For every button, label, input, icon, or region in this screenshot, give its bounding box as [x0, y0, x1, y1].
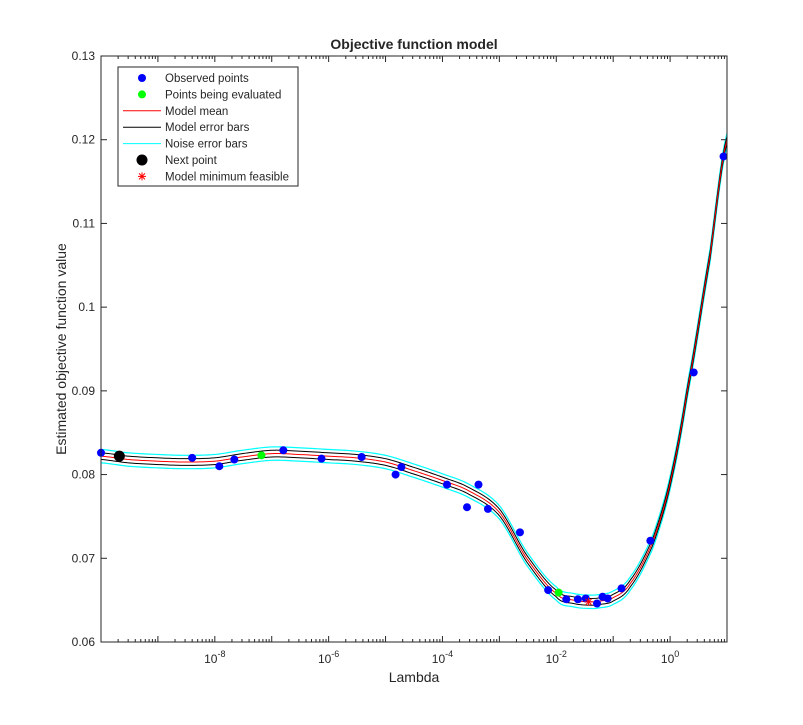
observed-point — [397, 463, 406, 472]
legend-label: Model mean — [165, 106, 228, 118]
observed-point — [573, 595, 582, 604]
y-tick-label: 0.13 — [72, 49, 96, 63]
observed-point — [515, 528, 524, 537]
observed-point — [617, 584, 626, 593]
points-layer — [97, 152, 728, 608]
legend-item: Noise error bars — [123, 139, 248, 151]
observed-point — [391, 470, 400, 479]
x-tick-label: 10-2 — [546, 649, 567, 666]
observed-point — [593, 599, 602, 608]
x-tick-exponent: -2 — [559, 649, 567, 659]
legend-item: Next point — [136, 154, 218, 167]
legend-item: Model error bars — [123, 122, 250, 134]
legend-label: Model minimum feasible — [165, 171, 289, 183]
legend-dot-icon — [136, 154, 148, 166]
observed-point — [483, 504, 492, 513]
y-tick-label: 0.07 — [72, 551, 96, 565]
evaluating-point — [554, 588, 563, 597]
legend-label: Noise error bars — [165, 139, 248, 151]
chart-title: Objective function model — [330, 36, 497, 52]
observed-point — [603, 594, 612, 603]
y-tick-label: 0.1 — [78, 300, 95, 314]
x-tick-exponent: -4 — [445, 649, 453, 659]
x-tick-label: 10-8 — [204, 649, 225, 666]
observed-point — [230, 455, 239, 464]
next-point-marker — [113, 450, 125, 462]
legend-item: Model mean — [123, 106, 228, 118]
noise-error-lower — [100, 146, 728, 610]
legend-star-icon — [138, 172, 146, 181]
legend-dot-icon — [138, 74, 146, 82]
model-error-lower — [100, 142, 728, 606]
legend-items: Observed points Points being evaluated Mod… — [123, 73, 289, 183]
observed-point — [544, 586, 553, 595]
legend-dot-icon — [138, 90, 146, 99]
x-tick-base: 10 — [546, 652, 560, 666]
y-tick-label: 0.11 — [73, 216, 96, 230]
x-tick-label: 100 — [661, 649, 679, 666]
observed-point — [317, 454, 326, 463]
observed-point — [474, 480, 483, 489]
x-tick-base: 10 — [318, 652, 332, 666]
legend: Observed points Points being evaluated Mod… — [117, 66, 299, 187]
observed-point — [463, 503, 472, 512]
observed-point — [719, 152, 728, 161]
x-tick-base: 10 — [204, 652, 218, 666]
model-minimum-marker — [584, 597, 593, 606]
legend-label: Next point — [165, 155, 218, 167]
x-tick-base: 10 — [661, 652, 675, 666]
legend-label: Model error bars — [165, 122, 250, 134]
x-tick-label: 10-4 — [432, 649, 453, 666]
legend-item: Observed points — [138, 73, 249, 85]
y-tick-label: 0.06 — [72, 635, 96, 649]
observed-point — [279, 446, 288, 455]
axes-frame — [100, 55, 728, 643]
observed-point — [188, 453, 197, 462]
y-axis-ticks: 0.06 0.07 0.08 0.09 0.1 0.11 0.12 0.13 — [72, 49, 727, 649]
y-axis-label: Estimated objective function value — [53, 243, 69, 455]
observed-point — [442, 480, 451, 489]
x-axis-ticks: 10-8 10-6 10-4 10-2 100 — [100, 56, 728, 666]
legend-item: Model minimum feasible — [138, 171, 289, 183]
observed-point — [689, 368, 698, 377]
x-tick-exponent: -6 — [331, 649, 339, 659]
evaluating-point — [257, 451, 266, 460]
x-tick-exponent: -8 — [217, 649, 225, 659]
y-tick-label: 0.08 — [72, 468, 96, 482]
observed-point — [562, 595, 571, 604]
x-tick-base: 10 — [432, 652, 446, 666]
y-tick-label: 0.12 — [72, 133, 96, 147]
legend-label: Points being evaluated — [165, 89, 281, 101]
observed-point — [357, 452, 366, 461]
x-tick-label: 10-6 — [318, 649, 339, 666]
observed-point — [215, 462, 224, 471]
legend-box — [117, 66, 299, 187]
star-stroke — [138, 173, 146, 180]
x-tick-exponent: 0 — [674, 649, 679, 659]
legend-item: Points being evaluated — [138, 89, 281, 101]
legend-label: Observed points — [165, 73, 249, 85]
star-stroke — [585, 598, 592, 606]
x-axis-label: Lambda — [389, 669, 440, 685]
observed-point — [646, 536, 655, 545]
y-tick-label: 0.09 — [72, 384, 96, 398]
